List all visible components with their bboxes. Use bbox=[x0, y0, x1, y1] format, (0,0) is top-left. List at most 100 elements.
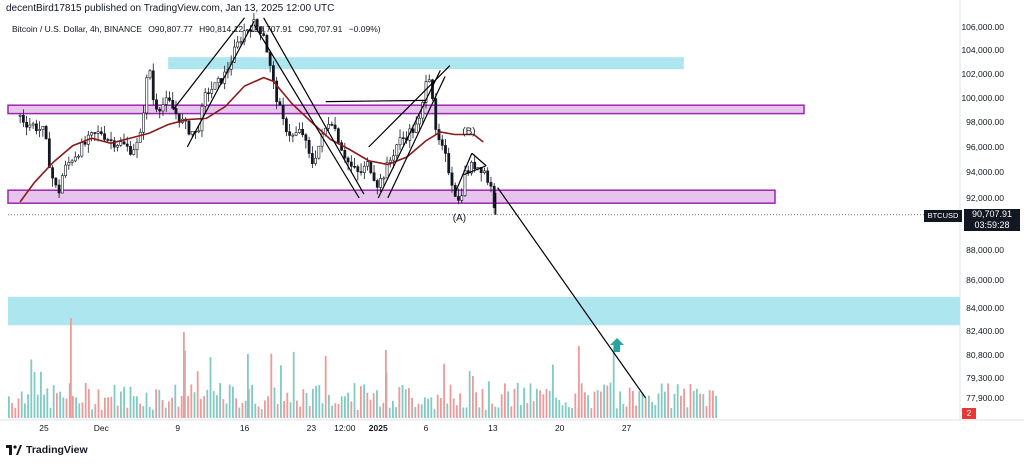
candle-body bbox=[349, 161, 353, 167]
volume-bar bbox=[424, 397, 426, 418]
candle-body bbox=[138, 131, 142, 143]
volume-bar bbox=[366, 392, 369, 418]
volume-bar bbox=[276, 404, 279, 418]
candle-body bbox=[28, 124, 32, 128]
candle-body bbox=[246, 29, 249, 32]
candle-body bbox=[314, 157, 318, 164]
candle-body bbox=[116, 145, 119, 148]
x-tick-label: 6 bbox=[424, 423, 429, 433]
candle-body bbox=[145, 77, 149, 114]
candle-body bbox=[284, 118, 288, 133]
volume-bar bbox=[88, 389, 90, 418]
low-value: L90,707.91 bbox=[249, 24, 292, 34]
volume-bar bbox=[379, 406, 381, 418]
candle-body bbox=[440, 139, 444, 146]
volume-bar bbox=[382, 402, 385, 418]
wave-label: (B) bbox=[462, 127, 475, 138]
rising-wedge-upper bbox=[368, 65, 451, 148]
volume-bar bbox=[33, 371, 36, 418]
candle-body bbox=[73, 156, 77, 162]
volume-bar bbox=[651, 401, 653, 418]
volume-bar bbox=[164, 407, 167, 418]
volume-bar bbox=[155, 389, 157, 418]
volume-bar bbox=[168, 401, 170, 418]
candle-body bbox=[369, 161, 373, 174]
volume-bar bbox=[427, 398, 429, 418]
volume-bar bbox=[510, 406, 513, 418]
volume-bar bbox=[408, 388, 410, 418]
volume-bar bbox=[257, 406, 260, 418]
candle-body bbox=[492, 185, 496, 208]
volume-bar bbox=[564, 402, 567, 418]
candle-body bbox=[60, 175, 64, 194]
volume-bar bbox=[260, 409, 263, 418]
candle-body bbox=[470, 161, 473, 174]
volume-bar bbox=[62, 397, 65, 418]
volume-bar bbox=[385, 350, 387, 418]
candle-body bbox=[158, 108, 162, 112]
volume-bar bbox=[72, 396, 74, 418]
candle-body bbox=[398, 137, 402, 146]
volume-bar bbox=[241, 402, 244, 418]
candle-body bbox=[356, 166, 360, 172]
volume-bar bbox=[443, 363, 445, 418]
volume-bar bbox=[433, 409, 436, 418]
volume-bar bbox=[619, 391, 621, 418]
volume-bar bbox=[254, 403, 257, 418]
tradingview-logo-icon bbox=[6, 445, 22, 455]
volume-bar bbox=[91, 409, 93, 418]
volume-bar bbox=[712, 390, 714, 418]
candle-body bbox=[106, 139, 110, 141]
volume-bar bbox=[571, 408, 573, 418]
candle-body bbox=[268, 51, 272, 66]
volume-bar bbox=[708, 390, 711, 418]
volume-bar bbox=[126, 407, 129, 418]
candle-body bbox=[242, 30, 246, 42]
volume-bar bbox=[148, 406, 151, 418]
volume-bar bbox=[430, 397, 433, 418]
volume-bar bbox=[462, 407, 465, 418]
volume-bar bbox=[315, 385, 317, 418]
volume-bar bbox=[244, 400, 247, 418]
volume-bar bbox=[440, 397, 442, 418]
volume-bar bbox=[20, 391, 23, 418]
candle-body bbox=[161, 104, 165, 112]
x-tick-label: 12:00 bbox=[334, 423, 356, 433]
volume-bar bbox=[481, 389, 484, 418]
volume-bar bbox=[129, 386, 132, 418]
resistance-zone-top bbox=[168, 57, 684, 70]
volume-bar bbox=[340, 396, 343, 418]
abc-leg-2 bbox=[471, 152, 487, 167]
change-value: −0.09%) bbox=[348, 24, 381, 34]
candle-body bbox=[233, 46, 236, 63]
volume-bar bbox=[552, 364, 554, 418]
candle-body bbox=[395, 144, 399, 157]
volume-bar bbox=[689, 383, 692, 418]
volume-bar bbox=[561, 405, 564, 418]
candle-body bbox=[434, 98, 438, 130]
candle-body bbox=[18, 114, 22, 117]
volume-bar bbox=[308, 406, 311, 418]
volume-bar bbox=[251, 384, 253, 418]
red-badge[interactable]: 2 bbox=[962, 408, 976, 419]
candle-body bbox=[437, 129, 441, 141]
candle-body bbox=[171, 100, 175, 109]
volume-bar bbox=[548, 390, 551, 418]
candle-body bbox=[210, 89, 214, 94]
volume-bar bbox=[328, 394, 330, 418]
volume-bar bbox=[152, 409, 154, 418]
volume-bar bbox=[542, 394, 545, 418]
wave-label: (A) bbox=[453, 213, 466, 224]
volume-bar bbox=[484, 409, 487, 418]
volume-bar bbox=[667, 383, 669, 418]
candle-body bbox=[67, 162, 71, 166]
x-tick-label: 2025 bbox=[369, 423, 388, 433]
volume-bar bbox=[609, 382, 612, 418]
volume-bar bbox=[632, 391, 634, 418]
volume-bar bbox=[612, 342, 615, 418]
x-tick-label: 16 bbox=[240, 423, 250, 433]
volume-bar bbox=[404, 389, 407, 418]
channel-down-upper bbox=[253, 24, 360, 199]
volume-bar bbox=[8, 396, 10, 418]
